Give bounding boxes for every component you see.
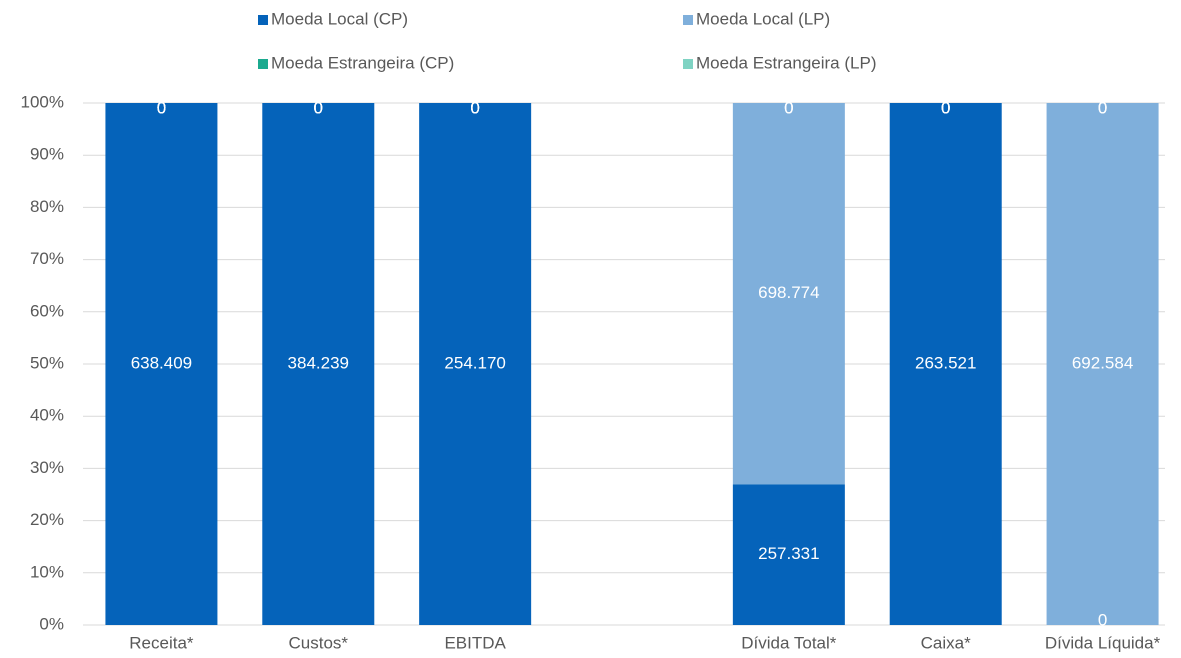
bar-segment [105,103,218,625]
data-label: 0 [941,98,950,117]
data-label: 692.584 [1072,353,1133,372]
data-label: 638.409 [131,353,192,372]
x-tick-label: EBITDA [444,633,506,652]
legend-label: Moeda Estrangeira (LP) [696,53,876,72]
y-tick-label: 10% [30,562,64,581]
y-tick-label: 100% [21,92,64,111]
data-label: 698.774 [758,283,819,302]
data-label: 257.331 [758,544,819,563]
data-label: 0 [470,98,479,117]
y-tick-label: 30% [30,458,64,477]
y-tick-label: 90% [30,145,64,164]
data-label: 0 [1098,98,1107,117]
data-label: 263.521 [915,353,976,372]
legend-swatch [683,15,693,25]
data-label: 254.170 [444,353,505,372]
y-tick-label: 50% [30,353,64,372]
data-label: 0 [1098,610,1107,629]
data-label: 384.239 [288,353,349,372]
legend-swatch [258,59,268,69]
bar-segment [889,103,1002,625]
data-label: 0 [941,98,950,117]
x-tick-label: Receita* [129,633,194,652]
y-tick-label: 60% [30,301,64,320]
data-label: 0 [314,98,323,117]
bar-segment [732,484,845,625]
data-label: 0 [157,98,166,117]
legend-label: Moeda Local (CP) [271,9,408,28]
y-tick-label: 20% [30,510,64,529]
legend-label: Moeda Estrangeira (CP) [271,53,454,72]
bar-segment [419,103,532,625]
y-tick-label: 80% [30,197,64,216]
data-label: 0 [941,98,950,117]
y-tick-label: 40% [30,406,64,425]
data-label: 0 [784,98,793,117]
x-tick-label: Caixa* [921,633,971,652]
y-tick-label: 70% [30,249,64,268]
legend-label: Moeda Local (LP) [696,9,830,28]
bar-segment [732,103,845,485]
data-label: 0 [1098,98,1107,117]
data-label: 0 [157,98,166,117]
data-label: 0 [314,98,323,117]
data-label: 0 [314,98,323,117]
legend-swatch [683,59,693,69]
x-tick-label: Dívida Total* [741,633,837,652]
x-tick-label: Dívida Líquida* [1045,633,1161,652]
y-tick-label: 0% [39,614,64,633]
data-label: 0 [470,98,479,117]
bar-segment [262,103,375,625]
data-label: 0 [784,98,793,117]
data-label: 0 [470,98,479,117]
legend-swatch [258,15,268,25]
x-tick-label: Custos* [289,633,349,652]
bar-segment [1046,103,1159,625]
data-label: 0 [157,98,166,117]
